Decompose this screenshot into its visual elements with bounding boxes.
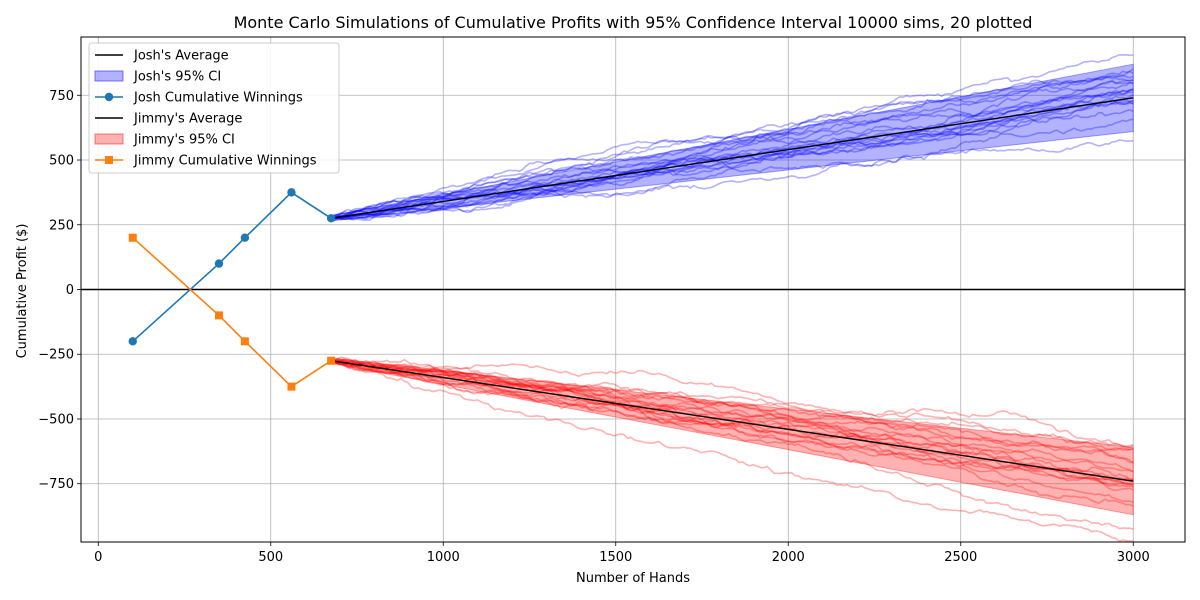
data-point — [240, 337, 249, 346]
simulation-path — [330, 359, 1134, 486]
simulation-path — [331, 359, 1134, 465]
simulation-path — [331, 359, 1134, 542]
simulation-path — [330, 360, 1134, 531]
simulation-path — [331, 359, 1134, 448]
chart-title: Monte Carlo Simulations of Cumulative Pr… — [234, 13, 1033, 32]
simulation-path — [330, 99, 1134, 221]
simulation-paths — [330, 53, 1134, 542]
legend-label: Josh's Average — [133, 49, 229, 64]
data-point — [287, 382, 296, 391]
x-tick-label: 0 — [94, 550, 102, 565]
y-tick-label: 750 — [49, 89, 74, 104]
legend-label: Jimmy's 95% CI — [133, 133, 235, 148]
legend-entry: Jimmy's Average — [95, 112, 242, 127]
x-tick-label: 3000 — [1117, 550, 1150, 565]
simulation-path — [331, 359, 1134, 481]
simulation-path — [330, 76, 1134, 220]
confidence-bands — [330, 63, 1134, 516]
data-point — [240, 233, 250, 242]
simulation-path — [331, 68, 1134, 220]
x-tick-label: 2000 — [772, 550, 805, 565]
simulation-path — [330, 139, 1134, 221]
simulation-path — [330, 74, 1134, 220]
simulation-path — [330, 356, 1134, 486]
data-point — [287, 188, 296, 197]
data-point — [215, 311, 223, 320]
legend-label: Jimmy Cumulative Winnings — [133, 154, 317, 169]
simulation-path — [331, 359, 1134, 487]
legend-marker — [104, 92, 114, 102]
y-tick-label: 500 — [49, 154, 74, 169]
simulation-path — [330, 89, 1134, 222]
simulation-path — [331, 359, 1134, 452]
data-point — [327, 356, 336, 365]
simulation-path — [331, 88, 1134, 220]
y-tick-label: −500 — [38, 412, 74, 427]
legend-box — [88, 42, 340, 174]
x-axis-label: Number of Hands — [576, 571, 690, 586]
series-markers — [128, 188, 336, 391]
simulation-path — [330, 88, 1134, 220]
x-tick-label: 1000 — [427, 550, 460, 565]
simulation-path — [330, 99, 1134, 219]
simulation-path — [330, 359, 1134, 488]
y-tick-label: −250 — [38, 348, 74, 363]
data-point — [214, 259, 224, 268]
data-point — [128, 233, 137, 242]
average-line — [331, 97, 1134, 219]
legend-entry: Josh's 95% CI — [94, 70, 221, 85]
simulation-path — [331, 358, 1134, 451]
data-point — [326, 214, 336, 223]
legend-label: Josh's 95% CI — [133, 70, 221, 85]
simulation-path — [330, 359, 1134, 473]
simulation-path — [330, 359, 1134, 508]
simulation-path — [330, 70, 1134, 221]
legend-entry: Josh Cumulative Winnings — [95, 91, 303, 106]
simulation-path — [331, 358, 1134, 504]
simulation-path — [331, 81, 1134, 220]
simulation-path — [331, 118, 1134, 220]
simulation-path — [331, 359, 1134, 464]
simulation-path — [331, 357, 1134, 449]
simulation-path — [330, 79, 1134, 220]
y-tick-label: 0 — [66, 283, 74, 298]
x-tick-label: 500 — [258, 550, 283, 565]
data-point — [128, 337, 137, 346]
simulation-path — [330, 53, 1134, 219]
x-tick-label: 2500 — [944, 550, 977, 565]
legend: Josh's Average Josh's 95% CI Josh Cumulati… — [88, 42, 340, 174]
legend-entry: Jimmy's 95% CI — [94, 133, 235, 148]
simulation-path — [331, 100, 1134, 220]
x-tick-label: 1500 — [599, 550, 632, 565]
legend-label: Josh Cumulative Winnings — [133, 91, 303, 106]
y-axis-label: Cumulative Profit ($) — [15, 224, 30, 359]
legend-marker — [105, 156, 113, 164]
average-line — [331, 360, 1134, 482]
legend-entry: Jimmy Cumulative Winnings — [95, 154, 317, 169]
simulation-path — [330, 98, 1134, 219]
axis-ticks: 0 500 1000 1500 2000 2500 3000 −750 −500 −250 0 250… — [38, 89, 1150, 565]
y-tick-label: 250 — [49, 218, 74, 233]
legend-entry: Josh's Average — [95, 49, 229, 64]
y-tick-label: −750 — [38, 477, 74, 492]
simulation-path — [330, 359, 1134, 473]
legend-swatch — [94, 133, 124, 145]
legend-label: Jimmy's Average — [133, 112, 242, 127]
simulation-path — [330, 360, 1134, 482]
simulation-path — [330, 108, 1134, 220]
legend-swatch — [94, 70, 124, 82]
simulation-path — [330, 359, 1134, 492]
